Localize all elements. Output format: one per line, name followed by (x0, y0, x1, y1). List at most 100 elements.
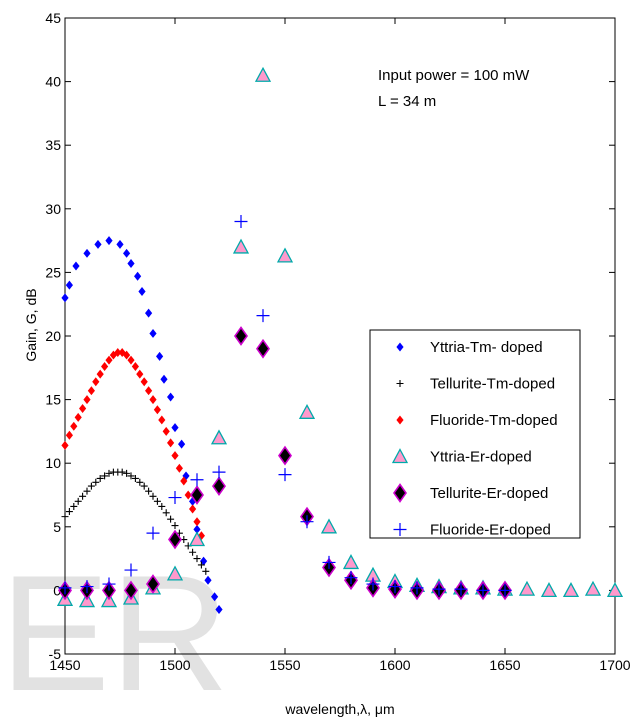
data-point (102, 577, 116, 591)
data-point (175, 463, 183, 473)
data-point (171, 522, 179, 530)
data-point (232, 238, 250, 254)
data-point (72, 261, 80, 271)
data-point (342, 554, 360, 570)
data-point (320, 518, 338, 534)
data-point (189, 548, 197, 556)
data-point (149, 492, 157, 500)
y-tick-label: 0 (53, 582, 61, 598)
data-point (166, 565, 184, 581)
data-point (476, 583, 490, 597)
data-point (70, 421, 78, 431)
data-point (116, 239, 124, 249)
marks-layer (56, 66, 624, 614)
data-point (65, 430, 73, 440)
data-point (105, 236, 113, 246)
data-point (118, 468, 126, 476)
data-point (190, 485, 204, 505)
legend: Yttria-Tm- doped Tellurite-Tm-doped Fluori… (369, 329, 581, 539)
data-point (94, 239, 102, 249)
data-point (105, 355, 113, 365)
data-point (300, 515, 314, 529)
data-point (584, 580, 602, 596)
data-point (184, 490, 192, 500)
legend-label: Fluoride-Er-doped (430, 522, 551, 539)
data-point (140, 377, 148, 387)
data-point (74, 412, 82, 422)
watermark-layer: ER (0, 541, 229, 719)
data-point (234, 215, 248, 229)
data-point (167, 438, 175, 448)
legend-marker (393, 483, 407, 503)
legend-item: Tellurite-Tm-doped (396, 376, 555, 393)
data-point (606, 582, 624, 598)
legend-item: Fluoride-Er-doped (393, 522, 551, 539)
data-point (101, 362, 109, 372)
data-point (134, 271, 142, 281)
data-point (87, 386, 95, 396)
legend-label: Yttria-Er-doped (430, 449, 532, 466)
legend-label: Fluoride-Tm-doped (430, 412, 558, 429)
data-point (171, 451, 179, 461)
data-point (127, 355, 135, 365)
x-tick-label: 1550 (269, 657, 300, 673)
data-point (167, 392, 175, 402)
legend-marker (396, 415, 404, 425)
data-point (118, 348, 126, 358)
data-point (83, 248, 91, 258)
data-point (410, 581, 424, 595)
x-tick-label: 1500 (159, 657, 190, 673)
legend-marker (391, 448, 409, 464)
series-3 (61, 348, 205, 541)
data-point (180, 476, 188, 486)
series-2 (61, 468, 210, 575)
data-point (92, 377, 100, 387)
y-tick-label: 5 (53, 519, 61, 535)
data-point (298, 403, 316, 419)
y-tick-label: 30 (45, 201, 61, 217)
data-point (96, 474, 104, 482)
data-point (215, 604, 223, 614)
annotation-input-power: Input power = 100 mW (378, 67, 530, 84)
data-point (211, 592, 219, 602)
data-point (123, 469, 131, 477)
data-point (70, 502, 78, 510)
data-point (83, 395, 91, 405)
data-point (61, 440, 69, 450)
series-6 (58, 215, 512, 597)
data-point (202, 567, 210, 575)
legend-box (369, 329, 581, 539)
y-tick-label: 40 (45, 74, 61, 90)
legend-label: Tellurite-Er-doped (430, 485, 548, 502)
legend-marker (396, 342, 404, 352)
data-point (136, 478, 144, 486)
data-point (80, 580, 94, 594)
x-tick-label: 1700 (599, 657, 630, 673)
data-point (193, 555, 201, 563)
legend-items: Yttria-Tm- doped Tellurite-Tm-doped Fluori… (391, 339, 558, 539)
data-point (153, 497, 161, 505)
data-point (168, 491, 182, 505)
y-tick-label: 25 (45, 264, 61, 280)
y-tick-label: 15 (45, 392, 61, 408)
data-point (79, 404, 87, 413)
data-point (146, 574, 160, 594)
legend-marker (393, 523, 407, 536)
data-point (153, 405, 161, 415)
x-tick-label: 1450 (49, 657, 80, 673)
legend-item: Yttria-Tm- doped (396, 339, 543, 356)
data-point (127, 259, 135, 268)
data-point (92, 478, 100, 486)
data-point (140, 482, 148, 490)
x-axis-label: wavelength,λ, μm (284, 701, 394, 717)
data-point (540, 582, 558, 598)
y-tick-label: -5 (49, 646, 62, 662)
watermark: ER (0, 541, 229, 719)
data-point (61, 293, 69, 303)
legend-label: Yttria-Tm- doped (430, 339, 543, 356)
data-point (162, 426, 170, 436)
data-point (366, 577, 380, 591)
x-tick-label: 1650 (489, 657, 520, 673)
data-point (79, 492, 87, 500)
